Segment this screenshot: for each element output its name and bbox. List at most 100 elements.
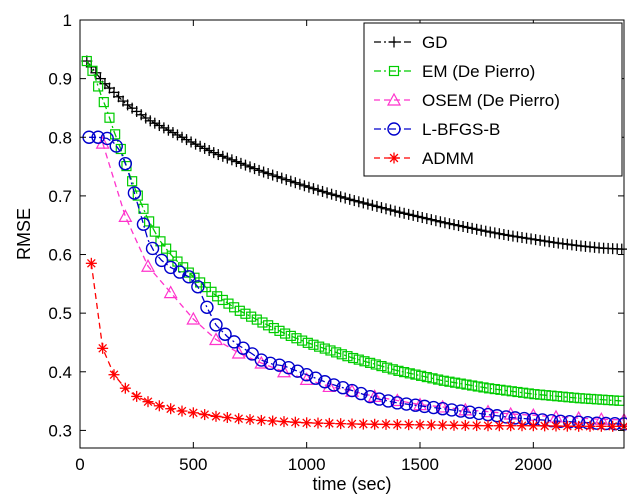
- x-axis-label: time (sec): [312, 474, 391, 494]
- data-point: [171, 129, 183, 141]
- x-tick-label: 2000: [514, 455, 552, 474]
- data-point: [391, 419, 403, 431]
- data-point: [437, 419, 449, 431]
- data-point: [278, 416, 290, 428]
- data-point: [529, 389, 540, 400]
- data-point: [508, 411, 522, 425]
- data-point: [339, 192, 351, 204]
- legend-label: L-BFGS-B: [422, 120, 500, 139]
- data-point: [246, 311, 257, 322]
- data-point: [301, 417, 313, 429]
- data-point: [595, 420, 607, 432]
- data-point: [435, 402, 450, 416]
- data-point: [450, 377, 461, 388]
- data-point: [185, 136, 197, 148]
- legend-label: ADMM: [422, 149, 474, 168]
- data-point: [586, 393, 597, 405]
- data-point: [573, 420, 585, 432]
- data-point: [158, 122, 170, 134]
- data-point: [544, 413, 559, 428]
- data-point: [281, 360, 296, 375]
- data-point: [178, 262, 189, 273]
- legend: GD EM (De Pierro) OSEM (De Pierro) L-BFGS-B…: [363, 22, 623, 177]
- data-point: [309, 371, 323, 385]
- data-point: [98, 96, 109, 108]
- legend-entry: ADMM: [374, 149, 474, 168]
- data-point: [403, 208, 415, 220]
- data-point: [484, 383, 495, 394]
- data-point: [330, 189, 342, 201]
- legend-marker: [388, 65, 400, 77]
- data-point: [272, 358, 287, 372]
- data-point: [285, 175, 297, 187]
- data-point: [199, 409, 211, 421]
- data-point: [425, 419, 437, 431]
- data-point: [461, 379, 472, 390]
- data-point: [127, 186, 142, 200]
- y-axis-label: RMSE: [14, 208, 34, 260]
- data-point: [369, 418, 381, 430]
- x-tick-label: 500: [179, 455, 207, 474]
- data-point: [557, 391, 568, 402]
- data-point: [212, 291, 223, 302]
- y-tick-label: 0.6: [48, 246, 72, 265]
- data-point: [457, 220, 469, 232]
- data-point: [303, 181, 315, 193]
- data-point: [416, 370, 427, 381]
- data-point: [167, 127, 179, 139]
- x-tick-label: 0: [75, 455, 84, 474]
- data-point: [535, 389, 546, 400]
- data-point: [403, 419, 415, 431]
- data-point: [322, 379, 337, 393]
- data-point: [399, 397, 414, 411]
- data-point: [85, 257, 97, 269]
- data-point: [212, 149, 224, 161]
- data-point: [480, 225, 492, 237]
- data-point: [404, 368, 415, 379]
- data-point: [226, 154, 238, 166]
- data-point: [523, 388, 534, 399]
- data-point: [365, 357, 376, 368]
- data-point: [412, 210, 424, 222]
- data-point: [563, 392, 574, 403]
- data-point: [363, 389, 377, 404]
- data-point: [516, 420, 528, 432]
- data-point: [445, 403, 459, 417]
- data-point: [199, 142, 211, 154]
- data-point: [307, 183, 319, 195]
- data-point: [255, 414, 267, 426]
- data-point: [142, 396, 154, 408]
- data-point: [421, 213, 433, 225]
- data-point: [550, 420, 562, 432]
- data-point: [540, 390, 551, 401]
- data-point: [138, 203, 149, 214]
- data-point: [534, 234, 546, 246]
- legend-marker: [387, 122, 401, 136]
- data-point: [187, 407, 199, 419]
- data-point: [444, 376, 455, 387]
- data-point: [163, 285, 178, 299]
- data-point: [478, 382, 489, 393]
- legend-entry: EM (De Pierro): [374, 62, 535, 81]
- data-point: [161, 243, 172, 254]
- data-point: [327, 378, 341, 392]
- data-point: [359, 356, 370, 367]
- data-point: [271, 171, 283, 183]
- data-point: [553, 414, 568, 428]
- data-point: [407, 209, 419, 221]
- series-l-bfgs-b: [82, 130, 627, 431]
- data-point: [399, 367, 410, 378]
- data-point: [299, 368, 314, 382]
- data-point: [353, 354, 364, 365]
- data-point: [254, 353, 269, 367]
- data-point: [218, 327, 232, 341]
- data-point: [439, 217, 451, 229]
- data-point: [262, 168, 274, 180]
- data-point: [118, 209, 133, 223]
- data-point: [438, 375, 449, 386]
- data-point: [493, 420, 505, 432]
- data-point: [240, 308, 251, 319]
- data-point: [165, 403, 177, 415]
- data-point: [321, 187, 333, 199]
- data-point: [608, 395, 619, 406]
